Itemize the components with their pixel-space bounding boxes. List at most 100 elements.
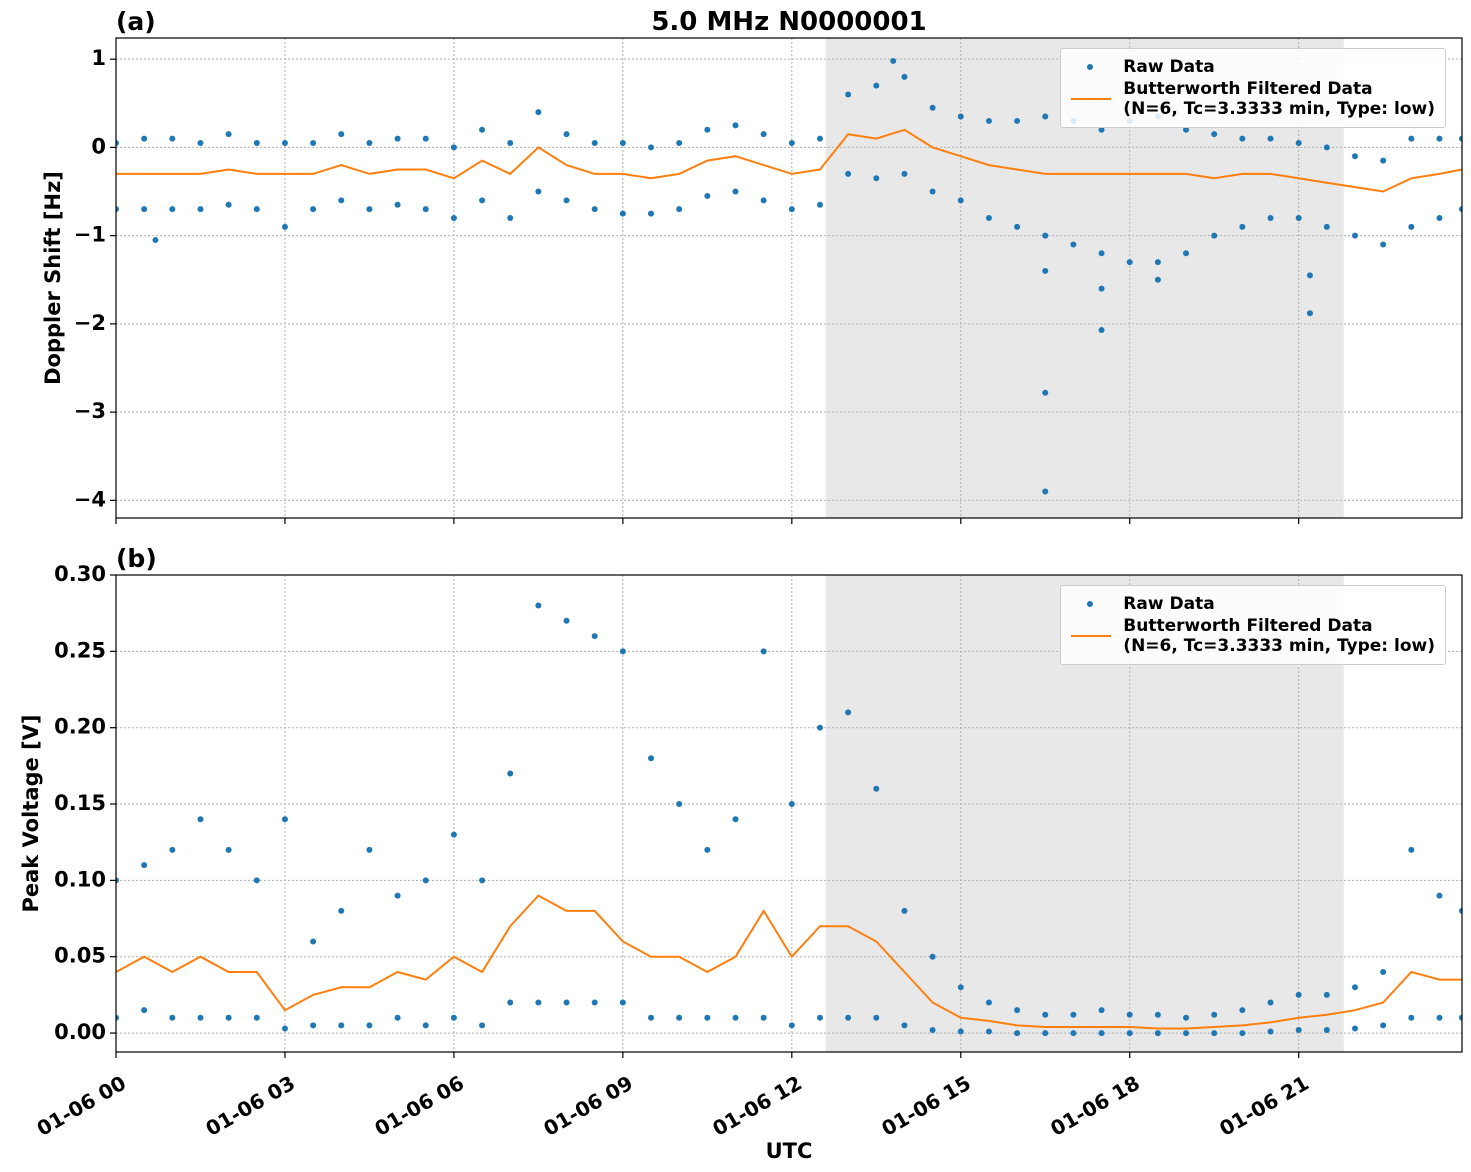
raw-point	[788, 206, 795, 213]
raw-point	[1267, 135, 1274, 142]
raw-point	[1042, 1011, 1049, 1018]
raw-point	[1070, 1030, 1077, 1037]
raw-point	[1239, 135, 1246, 142]
raw-point	[957, 984, 964, 991]
raw-point	[1154, 1011, 1161, 1018]
raw-point	[507, 999, 514, 1006]
raw-point	[366, 140, 373, 146]
raw-point	[1436, 135, 1443, 142]
raw-point	[169, 1014, 176, 1021]
raw-point	[197, 140, 204, 146]
legend-entry: Raw Data	[1071, 57, 1435, 77]
raw-point	[563, 999, 570, 1006]
raw-point	[985, 215, 992, 221]
raw-point	[450, 831, 457, 838]
raw-point	[1042, 1030, 1049, 1037]
x-tick-label: 01-06 09	[539, 1071, 637, 1141]
raw-point	[1042, 232, 1049, 239]
raw-point	[225, 201, 232, 208]
raw-point	[1323, 1027, 1330, 1034]
raw-point	[929, 104, 936, 111]
raw-point	[394, 1014, 401, 1021]
legend-label: Butterworth Filtered Data (N=6, Tc=3.333…	[1123, 616, 1435, 656]
legend-entry: Butterworth Filtered Data (N=6, Tc=3.333…	[1071, 79, 1435, 119]
raw-point	[1070, 1011, 1077, 1018]
x-tick-label: 01-06 03	[202, 1071, 300, 1141]
raw-point	[1295, 140, 1302, 146]
raw-point	[338, 1022, 345, 1029]
y-tick-label: 0.30	[54, 562, 106, 586]
y-tick-label: −4	[74, 487, 106, 511]
raw-point	[1459, 206, 1462, 213]
filtered-line	[116, 894, 1462, 1030]
raw-point	[535, 999, 542, 1006]
axes-frame	[115, 574, 1463, 1053]
panel-label: (b)	[116, 544, 157, 573]
raw-point	[422, 135, 429, 142]
raw-point	[1436, 1014, 1443, 1021]
raw-point	[816, 201, 823, 208]
raw-point	[1098, 1007, 1105, 1014]
raw-point	[985, 999, 992, 1006]
raw-point	[366, 206, 373, 213]
raw-point	[253, 206, 260, 213]
raw-point	[1408, 135, 1415, 142]
raw-point	[197, 206, 204, 213]
legend: Raw Data Butterworth Filtered Data (N=6, …	[1060, 585, 1446, 665]
raw-point	[1098, 250, 1105, 257]
raw-point	[197, 1014, 204, 1021]
raw-point	[788, 1022, 795, 1029]
raw-point	[1098, 327, 1105, 334]
raw-point	[310, 1022, 317, 1029]
raw-point	[197, 816, 204, 823]
x-axis-label: UTC	[766, 1139, 813, 1163]
raw-point	[253, 140, 260, 146]
plot-area	[116, 57, 1462, 495]
raw-point	[1126, 259, 1133, 266]
raw-point	[1351, 153, 1358, 160]
raw-point	[1351, 984, 1358, 991]
raw-point	[1351, 1025, 1358, 1032]
filtered-line	[116, 128, 1462, 193]
raw-point	[366, 846, 373, 853]
y-tick-label: 0.25	[54, 638, 106, 662]
raw-point	[1042, 113, 1049, 120]
panel-label: (a)	[116, 7, 156, 36]
raw-point	[1126, 1030, 1133, 1037]
raw-point	[394, 135, 401, 142]
raw-point	[1351, 232, 1358, 239]
raw-point	[1042, 488, 1049, 495]
raw-point	[169, 846, 176, 853]
raw-point	[450, 144, 457, 151]
chart-title: 5.0 MHz N0000001	[651, 7, 926, 37]
legend: Raw Data Butterworth Filtered Data (N=6, …	[1060, 48, 1446, 128]
raw-point	[1239, 223, 1246, 230]
raw-point	[676, 140, 683, 146]
raw-point	[1183, 126, 1190, 133]
raw-point	[1211, 232, 1218, 239]
raw-point	[169, 206, 176, 213]
y-tick-label: 0.10	[54, 867, 106, 891]
raw-point	[619, 648, 626, 655]
legend-symbol	[1071, 594, 1111, 614]
raw-point	[1267, 1028, 1274, 1035]
raw-point	[535, 602, 542, 609]
raw-point	[1380, 241, 1387, 248]
x-tick-label: 01-06 15	[877, 1071, 975, 1141]
raw-point	[648, 1014, 655, 1021]
raw-point	[563, 617, 570, 624]
raw-point	[507, 215, 514, 221]
raw-point	[704, 192, 711, 199]
raw-point	[1183, 1030, 1190, 1037]
raw-point	[873, 82, 880, 89]
y-tick-label: 0.20	[54, 715, 106, 739]
raw-point	[1098, 1030, 1105, 1037]
raw-point	[648, 144, 655, 151]
raw-point	[732, 188, 739, 195]
raw-point	[1211, 131, 1218, 138]
raw-point	[1380, 968, 1387, 975]
raw-point	[929, 188, 936, 195]
raw-point	[1295, 1027, 1302, 1034]
y-tick-label: 0.05	[54, 944, 106, 968]
raw-point	[366, 1022, 373, 1029]
